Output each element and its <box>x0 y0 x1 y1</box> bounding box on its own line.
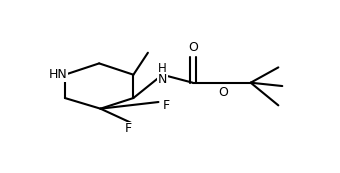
Text: N: N <box>158 73 167 86</box>
Text: F: F <box>124 122 132 135</box>
Text: F: F <box>162 99 169 112</box>
Text: O: O <box>218 85 228 99</box>
Text: O: O <box>188 41 198 54</box>
Text: HN: HN <box>49 68 68 81</box>
Text: H: H <box>158 62 167 75</box>
